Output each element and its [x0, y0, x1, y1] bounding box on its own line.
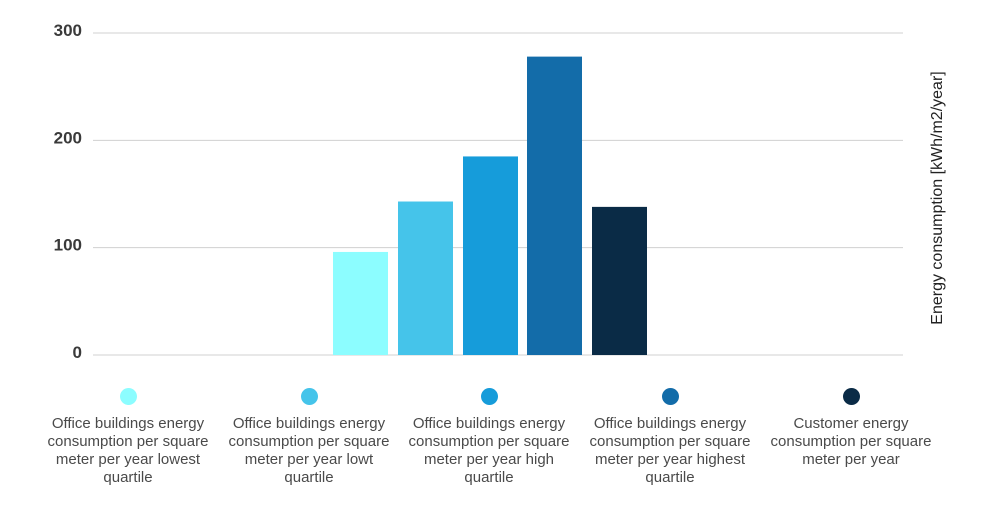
legend-marker — [119, 388, 137, 405]
legend-label: Customer energy consumption per square m… — [770, 415, 932, 468]
bar — [333, 251, 388, 355]
legend-item: Office buildings energy consumption per … — [399, 386, 579, 487]
bar — [592, 206, 647, 355]
legend-item: Office buildings energy consumption per … — [38, 386, 218, 487]
y-tick-labels: 0 100 200 300 — [54, 21, 82, 362]
legend-marker — [300, 388, 318, 405]
legend-marker — [661, 388, 679, 405]
legend-label: Office buildings energy consumption per … — [47, 415, 209, 486]
legend-label: Office buildings energy consumption per … — [408, 415, 570, 486]
y-tick-label: 100 — [54, 236, 82, 255]
y-tick-label: 0 — [73, 343, 82, 362]
legend-label: Office buildings energy consumption per … — [228, 415, 390, 486]
bar — [463, 156, 518, 355]
legend-item: Office buildings energy consumption per … — [580, 386, 760, 487]
y-tick-label: 200 — [54, 128, 82, 147]
legend-label: Office buildings energy consumption per … — [589, 415, 751, 486]
legend-item: Customer energy consumption per square m… — [761, 386, 941, 469]
bars — [333, 56, 647, 355]
legend: Office buildings energy consumption per … — [38, 386, 941, 496]
bar — [398, 201, 453, 355]
y-axis-label: Energy consumption [kWh/m2/year] — [929, 71, 946, 324]
bar — [527, 56, 582, 355]
legend-item: Office buildings energy consumption per … — [219, 386, 399, 487]
legend-marker — [842, 388, 860, 405]
legend-marker — [480, 388, 498, 405]
y-tick-label: 300 — [54, 21, 82, 40]
